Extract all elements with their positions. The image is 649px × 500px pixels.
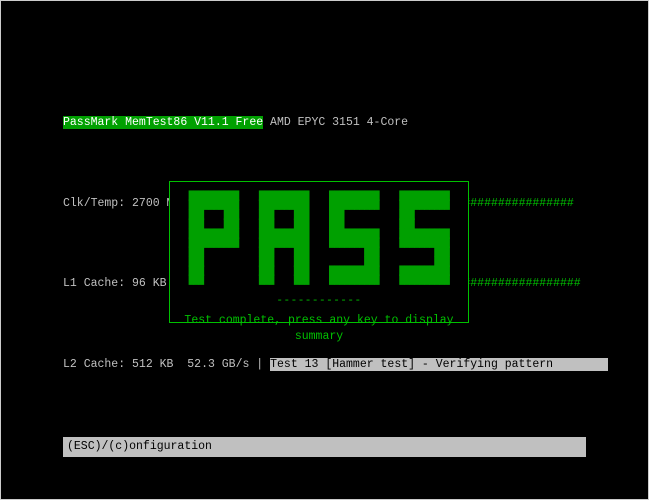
l2-size: 512 KB <box>132 358 173 371</box>
footer-text: (ESC)/(c)onfiguration <box>67 440 212 453</box>
l1-size: 96 KB <box>132 277 167 290</box>
title-row: PassMark MemTest86 V11.1 Free AMD EPYC 3… <box>63 115 648 131</box>
l1-label: L1 Cache: <box>63 277 125 290</box>
footer-bar[interactable]: (ESC)/(c)onfiguration <box>63 437 586 457</box>
overlay-divider: ------------ <box>170 294 468 309</box>
pass-big-text: ██████████ ██████████ ██████████ ███████… <box>189 191 450 285</box>
overlay-message: Test complete, press any key to display … <box>170 313 468 345</box>
test-desc: Test 13 [Hammer test] - Verifying patter… <box>270 358 608 371</box>
l2-label: L2 Cache: <box>63 358 125 371</box>
terminal-screen: PassMark MemTest86 V11.1 Free AMD EPYC 3… <box>0 0 649 500</box>
clk-label: Clk/Temp: <box>63 197 125 210</box>
cpu-name: AMD EPYC 3151 4-Core <box>263 116 408 129</box>
app-title: PassMark MemTest86 V11.1 Free <box>63 116 263 129</box>
result-overlay[interactable]: ██████████ ██████████ ██████████ ███████… <box>169 181 469 323</box>
l2-bw: 52.3 GB/s <box>187 358 249 371</box>
row-l2-desc: L2 Cache: 512 KB 52.3 GB/s | Test 13 [Ha… <box>63 357 648 373</box>
